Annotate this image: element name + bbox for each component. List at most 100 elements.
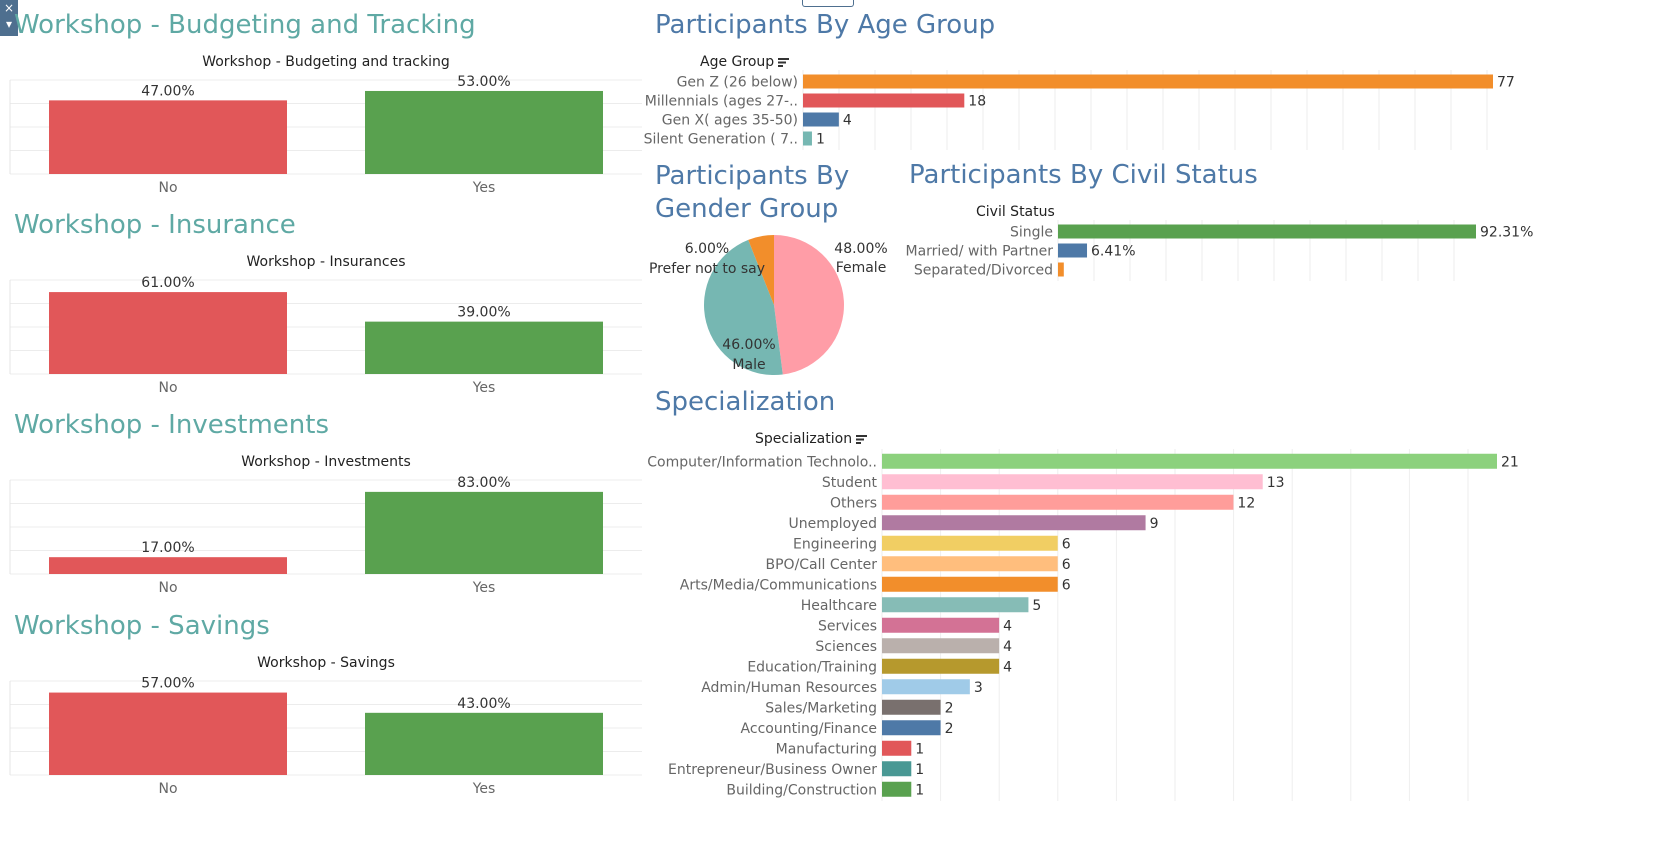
slice-prefer-not-to-say <box>748 235 774 305</box>
category-label: Engineering <box>793 536 877 552</box>
category-label: Silent Generation ( 7.. <box>644 132 798 148</box>
bar-yes <box>365 90 603 174</box>
bar <box>882 761 912 777</box>
bar <box>882 720 941 736</box>
category-label: Single <box>1010 225 1053 241</box>
category-label: No <box>158 180 177 196</box>
bar-no <box>49 292 287 374</box>
workshop-savings-chart-title: Workshop - Savings <box>257 655 395 671</box>
chevron-down-icon[interactable]: ▾ <box>5 17 13 31</box>
data-label: 6 <box>1062 536 1071 552</box>
gender-title-line2: Gender Group <box>655 194 839 224</box>
data-label: 6 <box>1062 577 1071 593</box>
data-label: 12 <box>1237 495 1255 511</box>
category-label: Gen Z (26 below) <box>677 75 798 91</box>
sort-icon[interactable] <box>778 57 790 67</box>
data-label: 2 <box>945 700 954 716</box>
bar-yes <box>365 321 603 374</box>
data-label: 48.00% <box>834 241 887 257</box>
category-label: Services <box>818 618 877 634</box>
data-label: 47.00% <box>141 83 194 99</box>
category-label: Building/Construction <box>726 782 877 798</box>
bar-yes <box>365 712 603 775</box>
resize-handle[interactable] <box>802 0 854 7</box>
age-group-section-title: Participants By Age Group <box>655 10 996 40</box>
age-group-chart: Gen Z (26 below) 77 Millennials (ages 27-.… <box>644 70 1515 150</box>
data-label: 1 <box>915 741 924 757</box>
dismiss-panel-button[interactable]: × ▾ <box>0 0 18 36</box>
category-label: Others <box>830 495 877 511</box>
specialization-chart: Computer/Information Technolo.. 21Student… <box>647 449 1519 801</box>
data-label: 6 <box>1062 557 1071 573</box>
workshop-insurance-section-title: Workshop - Insurance <box>14 210 296 240</box>
specialization-section-title: Specialization <box>655 387 836 417</box>
civil-status-header: Civil Status <box>976 204 1055 220</box>
data-label: 1 <box>915 782 924 798</box>
data-label: 4 <box>1003 639 1012 655</box>
data-label: 1 <box>915 762 924 778</box>
data-label: 4 <box>1003 618 1012 634</box>
bar <box>882 597 1029 613</box>
bar <box>882 556 1058 572</box>
workshop-insurance-chart: 61.00% No 39.00% Yes <box>9 275 642 396</box>
bar <box>882 781 912 797</box>
workshop-savings-section-title: Workshop - Savings <box>14 611 270 641</box>
category-label: Computer/Information Technolo.. <box>647 454 877 470</box>
data-label: 1 <box>816 132 825 148</box>
data-label: 5 <box>1032 598 1041 614</box>
slice-male <box>704 239 783 375</box>
bar <box>882 740 912 756</box>
data-label: 39.00% <box>457 305 510 321</box>
bar-yes <box>365 491 603 574</box>
data-label: 4 <box>843 113 852 129</box>
bar <box>882 679 970 695</box>
age-group-header-label: Age Group <box>700 54 775 70</box>
workshop-budgeting-chart: 47.00% No 53.00% Yes <box>9 74 642 196</box>
specialization-header[interactable]: Specialization <box>755 431 868 447</box>
bar <box>882 638 1000 654</box>
category-label: Female <box>836 260 887 276</box>
civil-status-section-title: Participants By Civil Status <box>909 160 1258 190</box>
age-group-header[interactable]: Age Group <box>700 54 790 70</box>
data-label: 6.41% <box>1091 244 1135 260</box>
bar <box>882 515 1146 531</box>
bar <box>882 535 1058 551</box>
category-label: Healthcare <box>801 598 877 614</box>
data-label: 6.00% <box>685 241 729 257</box>
category-label: Student <box>822 475 878 491</box>
bar <box>882 576 1058 592</box>
category-label: Yes <box>472 180 496 196</box>
bar <box>803 131 812 146</box>
workshop-budgeting-chart-title: Workshop - Budgeting and tracking <box>202 54 450 70</box>
data-label: 46.00% <box>722 337 775 353</box>
slice-female <box>774 235 845 375</box>
data-label: 18 <box>968 94 986 110</box>
bar <box>803 93 965 108</box>
bar <box>882 699 941 715</box>
category-label: Unemployed <box>789 516 878 532</box>
category-label: Arts/Media/Communications <box>680 577 877 593</box>
bar-no <box>49 100 287 174</box>
data-label: 13 <box>1267 475 1285 491</box>
bar <box>1058 262 1064 277</box>
category-label: Admin/Human Resources <box>701 680 877 696</box>
close-icon[interactable]: × <box>3 1 15 15</box>
workshop-insurance-chart-title: Workshop - Insurances <box>246 254 406 270</box>
category-label: BPO/Call Center <box>766 557 878 573</box>
workshop-budgeting-section-title: Workshop - Budgeting and Tracking <box>14 10 476 40</box>
bar <box>1058 243 1088 258</box>
data-label: 21 <box>1501 454 1519 470</box>
category-label: Millennials (ages 27-.. <box>645 94 798 110</box>
bar <box>1058 224 1476 239</box>
bar <box>803 74 1493 89</box>
bar <box>882 474 1263 490</box>
data-label: 2 <box>945 721 954 737</box>
category-label: No <box>158 580 177 596</box>
sort-icon[interactable] <box>856 434 868 444</box>
data-label: 92.31% <box>1480 225 1533 241</box>
bar <box>882 494 1234 510</box>
gender-group-section-title: Participants By Gender Group <box>655 160 849 226</box>
workshop-investments-chart: 17.00% No 83.00% Yes <box>9 475 642 596</box>
bar <box>803 112 839 127</box>
workshop-investments-chart-title: Workshop - Investments <box>241 454 411 470</box>
